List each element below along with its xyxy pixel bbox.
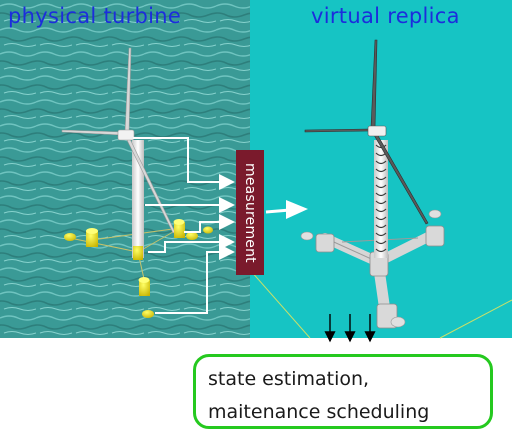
physical-turbine-title: physical turbine [8, 4, 182, 28]
virtual-tower [374, 140, 388, 258]
virtual-grid-line [439, 299, 512, 339]
result-line-maintenance-scheduling: maitenance scheduling [208, 401, 430, 423]
physical-rotor [61, 47, 176, 234]
virtual-grid-line [249, 269, 311, 339]
virtual-replica-title: virtual replica [311, 4, 460, 28]
virtual-nacelle [367, 125, 387, 137]
virtual-rotor [304, 39, 429, 225]
result-line-state-estimation: state estimation, [208, 368, 370, 390]
physical-ocean-panel [0, 0, 250, 338]
measurement-connectors [133, 137, 235, 314]
output-arrows [324, 314, 376, 343]
virtual-floating-platform [300, 209, 445, 329]
physical-tower [132, 140, 144, 258]
physical-nacelle [117, 129, 135, 141]
physical-buoys [64, 219, 213, 318]
result-box: state estimation, maitenance scheduling [193, 354, 493, 429]
transfer-arrow [265, 200, 308, 219]
measurement-label: measurement [242, 162, 258, 263]
measurement-box: measurement [236, 150, 264, 275]
